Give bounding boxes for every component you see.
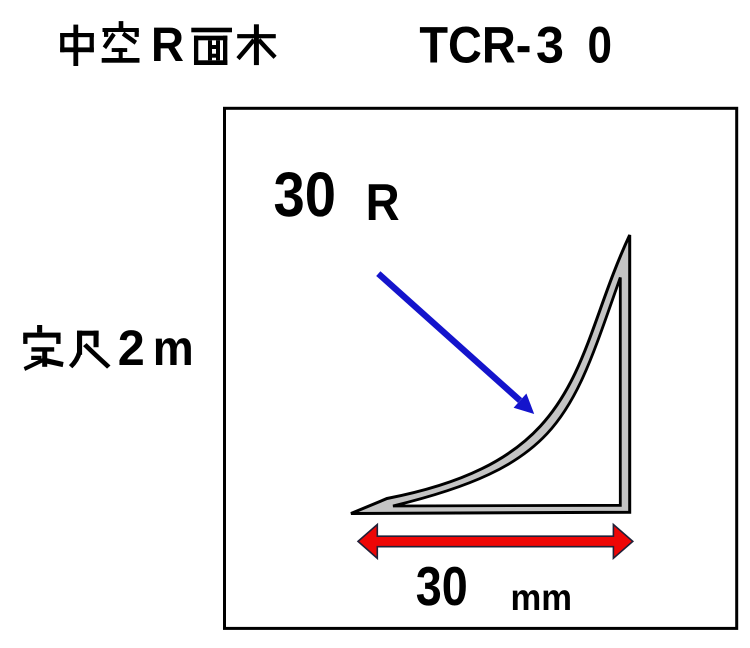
svg-text:R: R <box>151 18 184 72</box>
svg-text:mm: mm <box>511 577 573 618</box>
svg-text:30: 30 <box>416 555 468 617</box>
svg-text:0: 0 <box>588 15 613 73</box>
svg-text:30: 30 <box>274 160 337 230</box>
svg-text:TCR-: TCR- <box>419 15 531 73</box>
svg-text:R: R <box>366 174 400 232</box>
svg-text:3: 3 <box>536 15 564 73</box>
svg-text:2: 2 <box>118 320 145 376</box>
svg-text:m: m <box>153 320 194 376</box>
